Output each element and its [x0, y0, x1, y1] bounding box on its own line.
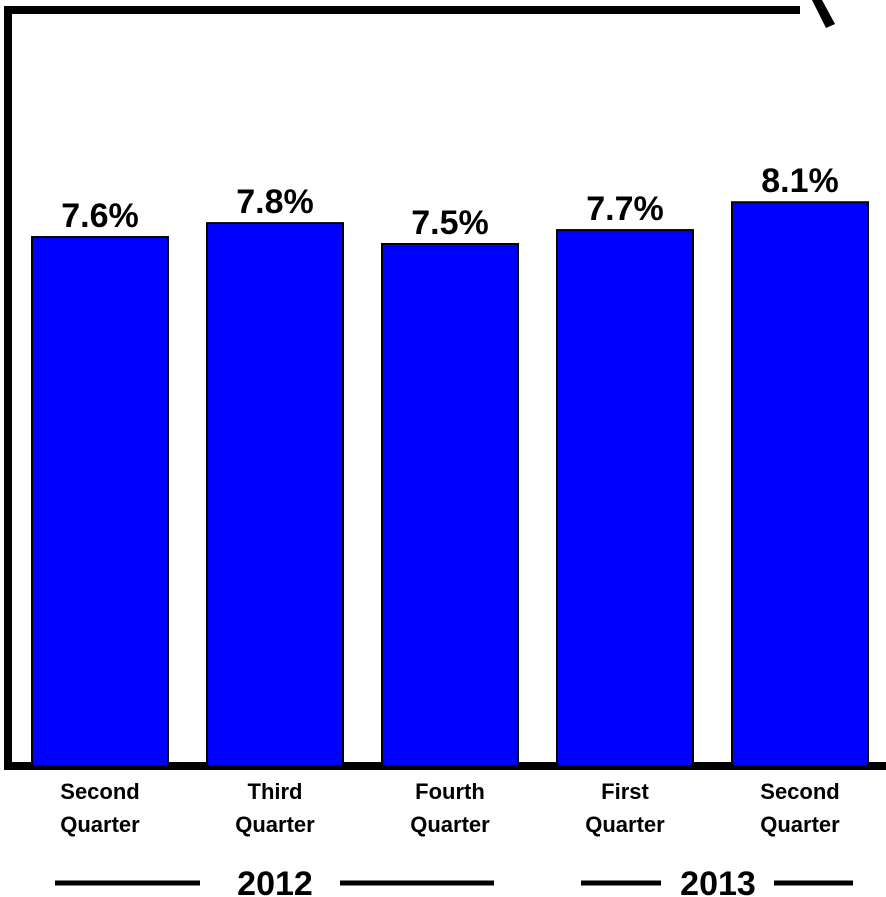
- year-groups: 2012 2013: [55, 865, 853, 897]
- category-tick-label: Second: [60, 779, 139, 804]
- title-fragment: [812, 0, 835, 28]
- bar-value-label: 7.6%: [61, 197, 139, 235]
- category-tick-label: Second: [760, 779, 839, 804]
- category-tick-label: Quarter: [410, 812, 490, 837]
- bar: [31, 236, 169, 768]
- bar: [556, 229, 694, 767]
- category-tick-label: Quarter: [585, 812, 665, 837]
- category-tick-label: Third: [248, 779, 303, 804]
- category-tick-label: Quarter: [235, 812, 315, 837]
- category-tick-label: Quarter: [760, 812, 840, 837]
- bar: [206, 222, 344, 767]
- category-labels: Second Quarter Third Quarter Fourth Quarter Fi…: [60, 779, 840, 837]
- value-labels: 7.6% 7.8% 7.5% 7.7% 8.1%: [61, 162, 839, 242]
- bar-value-label: 7.5%: [411, 204, 489, 242]
- bar: [381, 243, 519, 767]
- year-group-label: 2012: [237, 865, 313, 897]
- category-tick-label: Quarter: [60, 812, 140, 837]
- bars: [31, 201, 869, 768]
- bar: [731, 201, 869, 768]
- bar-value-label: 7.7%: [586, 190, 664, 228]
- year-group-label: 2013: [680, 865, 756, 897]
- bar-value-label: 8.1%: [761, 162, 839, 200]
- category-tick-label: Fourth: [415, 779, 485, 804]
- bar-value-label: 7.8%: [236, 183, 314, 221]
- category-tick-label: First: [601, 779, 649, 804]
